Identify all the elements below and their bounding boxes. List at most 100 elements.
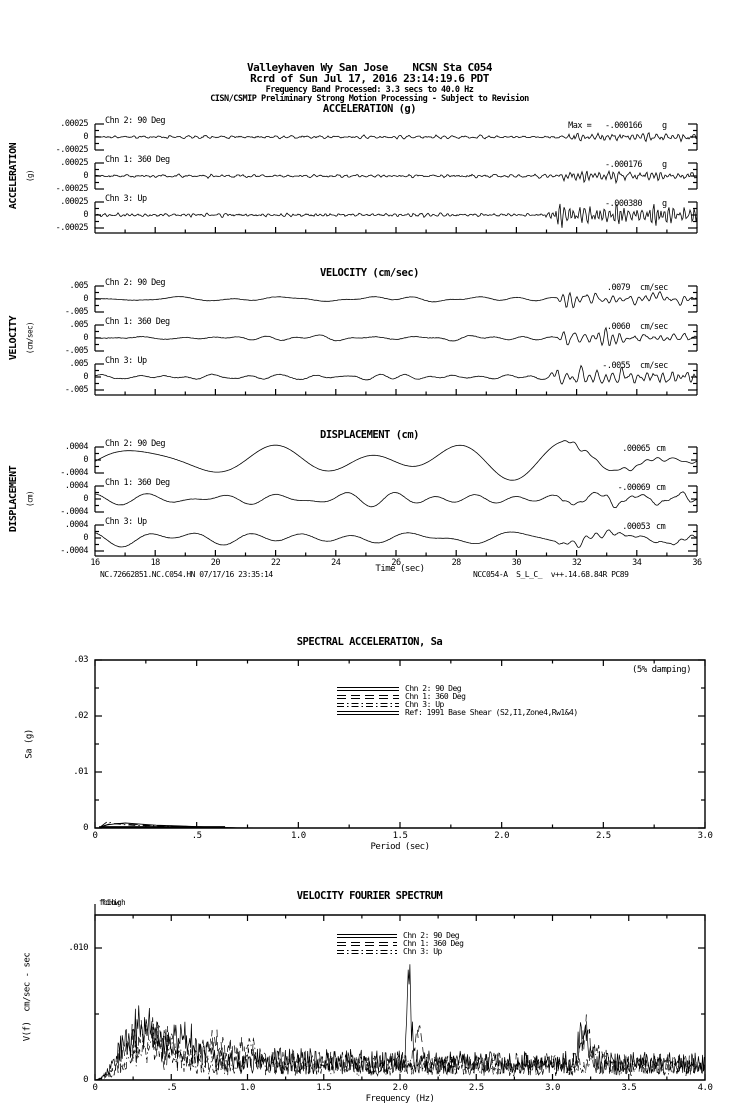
sa-plot-title: SPECTRAL ACCELERATION, Sa xyxy=(296,636,443,648)
velocity-panel-title: VELOCITY (cm/sec) xyxy=(320,267,419,279)
fourier-x-tick-label: 3.5 xyxy=(621,1083,637,1093)
record-datetime: Rcrd of Sun Jul 17, 2016 23:14:19.6 PDT xyxy=(250,72,489,85)
fchigh-marker-label: fcHigh xyxy=(101,898,126,907)
trace-max-unit: cm xyxy=(656,522,666,532)
y-tick-label-top: .00025 xyxy=(60,196,88,207)
y-tick-label-bottom: -.00025 xyxy=(55,144,89,155)
x-tick-label: 32 xyxy=(571,558,582,568)
y-tick-label-bottom: -.005 xyxy=(64,345,89,356)
channel-label: Chn 3: Up xyxy=(105,194,147,204)
trace-max-unit: g xyxy=(662,160,667,170)
damping-annotation: (5% damping) xyxy=(631,665,692,675)
trace-max-value: -.000380 xyxy=(605,199,642,209)
y-tick-label-bottom: -.0004 xyxy=(60,506,88,517)
y-tick-label-top: .005 xyxy=(69,358,89,369)
processing-footer: NCC054-A S_L_C_ v++.14.68.84R PC89 xyxy=(473,570,629,579)
y-tick-label-bottom: -.005 xyxy=(64,384,89,395)
fourier-x-tick-label: 2.5 xyxy=(468,1083,484,1093)
frequency-band-note: Frequency Band Processed: 3.3 secs to 40… xyxy=(265,84,474,95)
y-tick-label-zero: 0 xyxy=(83,170,88,181)
sa-x-tick-label: 1.0 xyxy=(290,831,306,841)
sa-x-tick-label: 0 xyxy=(92,831,98,841)
y-tick-label-zero: 0 xyxy=(83,371,88,382)
trace-max-unit: cm xyxy=(656,483,666,493)
acceleration-y-axis-label: ACCELERATION xyxy=(8,142,19,210)
channel-label: Chn 1: 360 Deg xyxy=(105,478,170,488)
y-tick-label-top: .0004 xyxy=(64,441,89,452)
channel-label: Chn 1: 360 Deg xyxy=(105,155,170,165)
x-tick-label: 36 xyxy=(692,558,702,568)
fourier-x-tick-label: 2.0 xyxy=(392,1083,408,1093)
y-tick-label-top: .005 xyxy=(69,319,89,330)
y-tick-label-zero: 0 xyxy=(83,532,88,543)
x-tick-label: 24 xyxy=(331,558,341,568)
x-tick-label: 22 xyxy=(270,558,281,568)
legend-label: Chn 3: Up xyxy=(405,699,444,709)
y-tick-label-zero: 0 xyxy=(83,131,88,142)
fourier-x-tick-label: 1.5 xyxy=(316,1083,332,1093)
channel-label: Chn 2: 90 Deg xyxy=(105,439,166,449)
sa-x-tick-label: 3.0 xyxy=(697,831,713,841)
x-tick-label: 28 xyxy=(451,558,462,568)
sa-y-tick-label: .01 xyxy=(73,767,88,777)
trace-max-unit: cm xyxy=(656,444,666,454)
trace-max-value: .0060 xyxy=(606,322,631,332)
trace-max-value: Max = -.000166 xyxy=(568,121,642,131)
period-axis-label: Period (sec) xyxy=(370,842,430,852)
legend-label: Chn 2: 90 Deg xyxy=(405,683,462,693)
sa-y-tick-label: .02 xyxy=(73,711,88,721)
fourier-x-tick-label: .5 xyxy=(166,1083,177,1093)
y-tick-label-top: .00025 xyxy=(60,157,88,168)
y-tick-label-top: .00025 xyxy=(60,118,88,129)
trace-max-unit: cm/sec xyxy=(640,361,668,371)
sa-y-tick-label: .03 xyxy=(73,655,88,665)
channel-label: Chn 3: Up xyxy=(105,356,147,366)
fourier-y-axis-label: V(f) cm/sec - sec xyxy=(22,952,33,1042)
legend-label: Chn 2: 90 Deg xyxy=(403,930,460,940)
trace-max-value: .00053 xyxy=(622,522,650,532)
fourier-y-tick-label: 0 xyxy=(83,1075,88,1085)
velocity-y-axis-label: VELOCITY xyxy=(8,315,19,361)
fourier-plot-title: VELOCITY FOURIER SPECTRUM xyxy=(296,890,443,902)
y-tick-label-bottom: -.0004 xyxy=(60,545,88,556)
y-tick-label-top: .005 xyxy=(69,280,89,291)
legend-label: Chn 1: 360 Deg xyxy=(405,691,466,701)
trace-max-value: -.000176 xyxy=(605,160,642,170)
y-tick-label-bottom: -.0004 xyxy=(60,467,88,478)
trace-max-unit: g xyxy=(662,199,667,209)
trace-max-value: .00065 xyxy=(622,444,650,454)
legend-label: Ref: 1991 Base Shear (S2,I1,Zone4,Rw1&4) xyxy=(405,707,578,717)
acceleration-panel-title: ACCELERATION (g) xyxy=(322,103,417,115)
trace-max-value: -.0055 xyxy=(602,361,630,371)
y-tick-label-bottom: -.005 xyxy=(64,306,89,317)
x-tick-label: 16 xyxy=(90,558,100,568)
sa-x-tick-label: .5 xyxy=(191,831,202,841)
sa-y-axis-label: Sa (g) xyxy=(24,729,35,759)
y-tick-label-zero: 0 xyxy=(83,293,88,304)
fourier-y-tick-label: .010 xyxy=(68,943,88,953)
trace-max-unit: cm/sec xyxy=(640,283,668,293)
fourier-x-tick-label: 0 xyxy=(92,1083,98,1093)
y-tick-label-bottom: -.00025 xyxy=(55,222,89,233)
fourier-x-tick-label: 4.0 xyxy=(697,1083,713,1093)
sa-x-tick-label: 2.0 xyxy=(494,831,510,841)
channel-label: Chn 2: 90 Deg xyxy=(105,116,166,126)
trace-max-value: .0079 xyxy=(606,283,631,293)
y-tick-label-top: .0004 xyxy=(64,519,89,530)
legend-label: Chn 3: Up xyxy=(403,946,442,956)
x-tick-label: 18 xyxy=(150,558,161,568)
y-tick-label-zero: 0 xyxy=(83,493,88,504)
y-tick-label-zero: 0 xyxy=(83,454,88,465)
fourier-x-tick-label: 1.0 xyxy=(240,1083,255,1093)
fclow-marker-label: fcLow xyxy=(99,898,120,907)
y-tick-label-bottom: -.00025 xyxy=(55,183,89,194)
legend-label: Chn 1: 360 Deg xyxy=(403,938,464,948)
displacement-panel-title: DISPLACEMENT (cm) xyxy=(320,429,419,441)
sa-x-tick-label: 1.5 xyxy=(392,831,408,841)
record-id-footer: NC.72662851.NC.C054.HN 07/17/16 23:35:14 xyxy=(100,570,273,579)
channel-label: Chn 2: 90 Deg xyxy=(105,278,166,288)
x-tick-label: 30 xyxy=(511,558,522,568)
channel-label: Chn 3: Up xyxy=(105,517,147,527)
